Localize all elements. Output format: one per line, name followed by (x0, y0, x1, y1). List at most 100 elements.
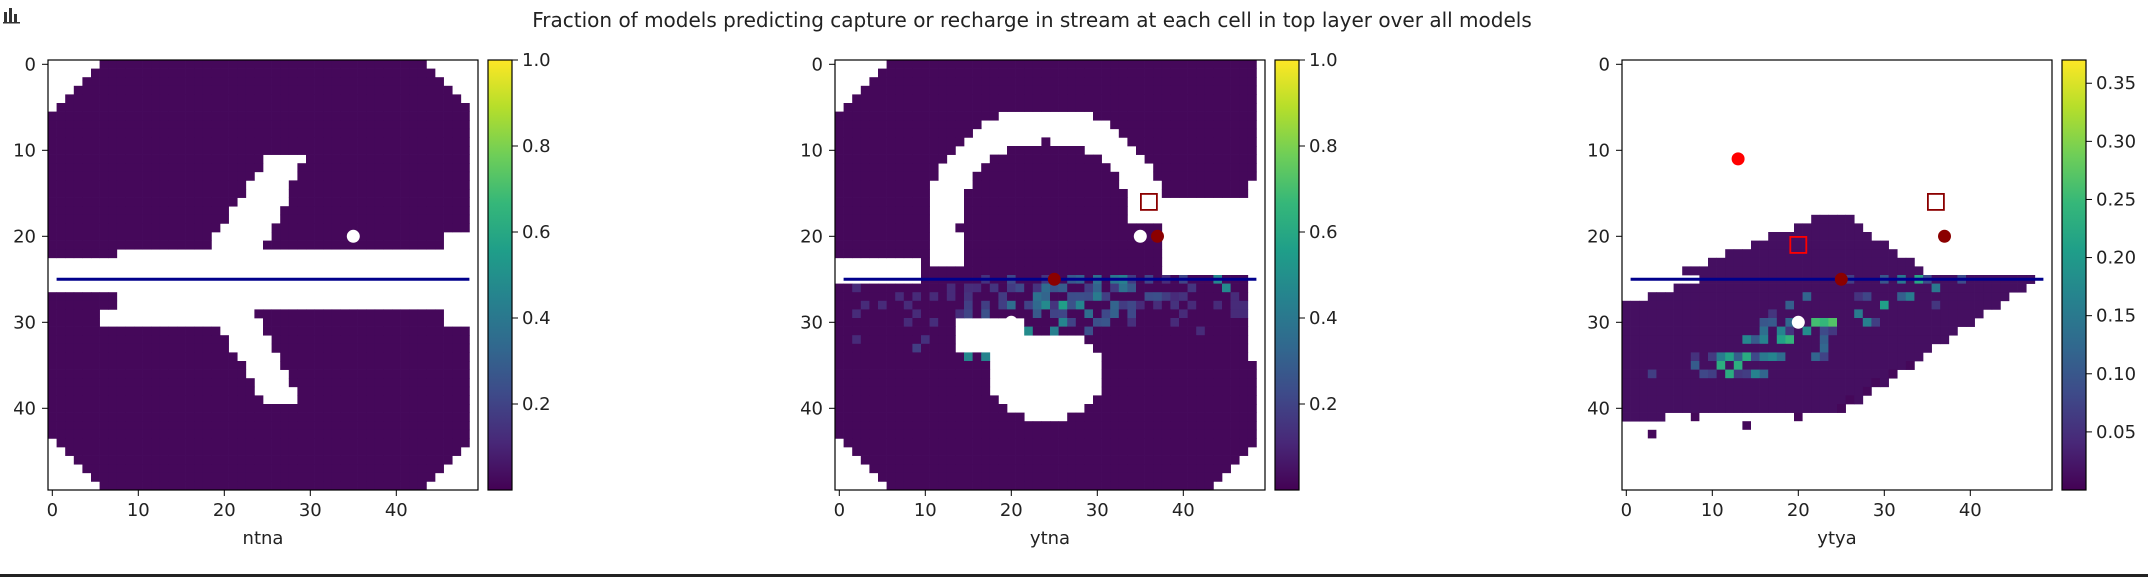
heatmap-cell (280, 447, 290, 456)
heatmap-cell (91, 249, 100, 259)
heatmap-cell (194, 94, 204, 104)
heatmap-cell (314, 60, 324, 69)
heatmap-cell (1940, 326, 1950, 336)
heatmap-cell (168, 395, 178, 405)
heatmap-cell (921, 223, 930, 233)
heatmap-cell (417, 197, 427, 207)
heatmap-cell (1170, 283, 1180, 293)
heatmap-cell (852, 214, 862, 224)
heatmap-cell (878, 335, 887, 345)
heatmap-cell (159, 404, 169, 413)
heatmap-cell (1136, 94, 1145, 104)
heatmap-cell (177, 421, 186, 431)
heatmap-cell (82, 309, 92, 319)
heatmap-cell (929, 464, 939, 474)
heatmap-cell (1759, 369, 1769, 379)
heatmap-cell (1222, 146, 1231, 155)
bar-chart-icon[interactable] (2, 4, 22, 24)
heatmap-cell (955, 292, 965, 302)
heatmap-cell (426, 421, 436, 431)
heatmap-cell (1144, 128, 1154, 138)
heatmap-cell (1015, 85, 1025, 95)
heatmap-cell (998, 266, 1008, 276)
heatmap-cell (1845, 352, 1855, 362)
heatmap-cell (1880, 352, 1889, 362)
heatmap-cell (1007, 232, 1016, 241)
heatmap-cell (194, 77, 204, 87)
heatmap-cell (1880, 266, 1889, 276)
heatmap-cell (263, 146, 272, 155)
heatmap-cell (1153, 283, 1163, 293)
heatmap-cell (357, 309, 367, 319)
heatmap-cell (1742, 395, 1752, 405)
heatmap-cell (288, 68, 298, 78)
heatmap-cell (48, 214, 57, 224)
heatmap-cell (435, 309, 444, 319)
heatmap-cell (1144, 309, 1154, 319)
heatmap-cell (1647, 404, 1657, 413)
heatmap-cell (989, 214, 999, 224)
heatmap-cell (1247, 163, 1257, 173)
heatmap-cell (177, 447, 186, 456)
heatmap-cell (972, 249, 982, 259)
heatmap-cell (1015, 103, 1025, 112)
heatmap-cell (1222, 309, 1231, 319)
heatmap-cell (400, 386, 410, 396)
heatmap-cell (964, 240, 973, 250)
heatmap-cell (1811, 249, 1821, 259)
heatmap-cell (383, 163, 393, 173)
heatmap-cell (1716, 326, 1726, 336)
heatmap-cell (194, 447, 204, 456)
heatmap-cell (1136, 249, 1145, 259)
heatmap-cell (48, 421, 57, 431)
heatmap-cell (202, 240, 212, 250)
heatmap-cell (929, 85, 939, 95)
heatmap-cell (443, 154, 453, 164)
heatmap-cell (1032, 189, 1042, 198)
heatmap-cell (1127, 361, 1137, 370)
heatmap-cell (1656, 404, 1666, 413)
heatmap-cell (852, 300, 862, 310)
heatmap-cell (1690, 318, 1700, 327)
heatmap-cell (1785, 300, 1795, 310)
heatmap-cell (82, 464, 92, 474)
heatmap-cell (1161, 335, 1171, 345)
heatmap-cell (921, 197, 930, 207)
heatmap-cell (125, 326, 135, 336)
heatmap-cell (323, 120, 333, 130)
heatmap-cell (142, 103, 152, 112)
heatmap-cell (185, 326, 195, 336)
heatmap-cell (998, 197, 1008, 207)
heatmap-cell (331, 438, 341, 448)
heatmap-cell (886, 128, 896, 138)
heatmap-cell (340, 180, 350, 190)
x-tick-label: 10 (1701, 500, 1724, 521)
heatmap-cell (1204, 318, 1214, 327)
heatmap-cell (886, 120, 896, 130)
heatmap-cell (1127, 481, 1137, 491)
heatmap-cell (1213, 300, 1223, 310)
heatmap-cell (886, 249, 896, 259)
heatmap-cell (1093, 94, 1102, 104)
heatmap-cell (1075, 103, 1085, 112)
heatmap-cell (1153, 429, 1163, 439)
heatmap-cell (1127, 429, 1137, 439)
heatmap-cell (1170, 189, 1180, 198)
heatmap-cell (254, 429, 264, 439)
heatmap-cell (1837, 378, 1846, 388)
heatmap-cell (998, 481, 1008, 491)
x-tick-label: 40 (385, 500, 408, 521)
heatmap-cell (306, 421, 315, 431)
heatmap-cell (314, 137, 324, 147)
heatmap-cell (366, 386, 376, 396)
x-axis-label: ntna (243, 528, 284, 549)
heatmap-cell (1093, 223, 1102, 233)
heatmap-cell (1196, 309, 1206, 319)
heatmap-cell (1093, 438, 1102, 448)
heatmap-cell (1110, 464, 1120, 474)
heatmap-cell (1007, 412, 1016, 422)
heatmap-cell (168, 232, 178, 241)
heatmap-cell (297, 189, 307, 198)
heatmap-cell (1230, 300, 1240, 310)
heatmap-cell (116, 455, 126, 465)
